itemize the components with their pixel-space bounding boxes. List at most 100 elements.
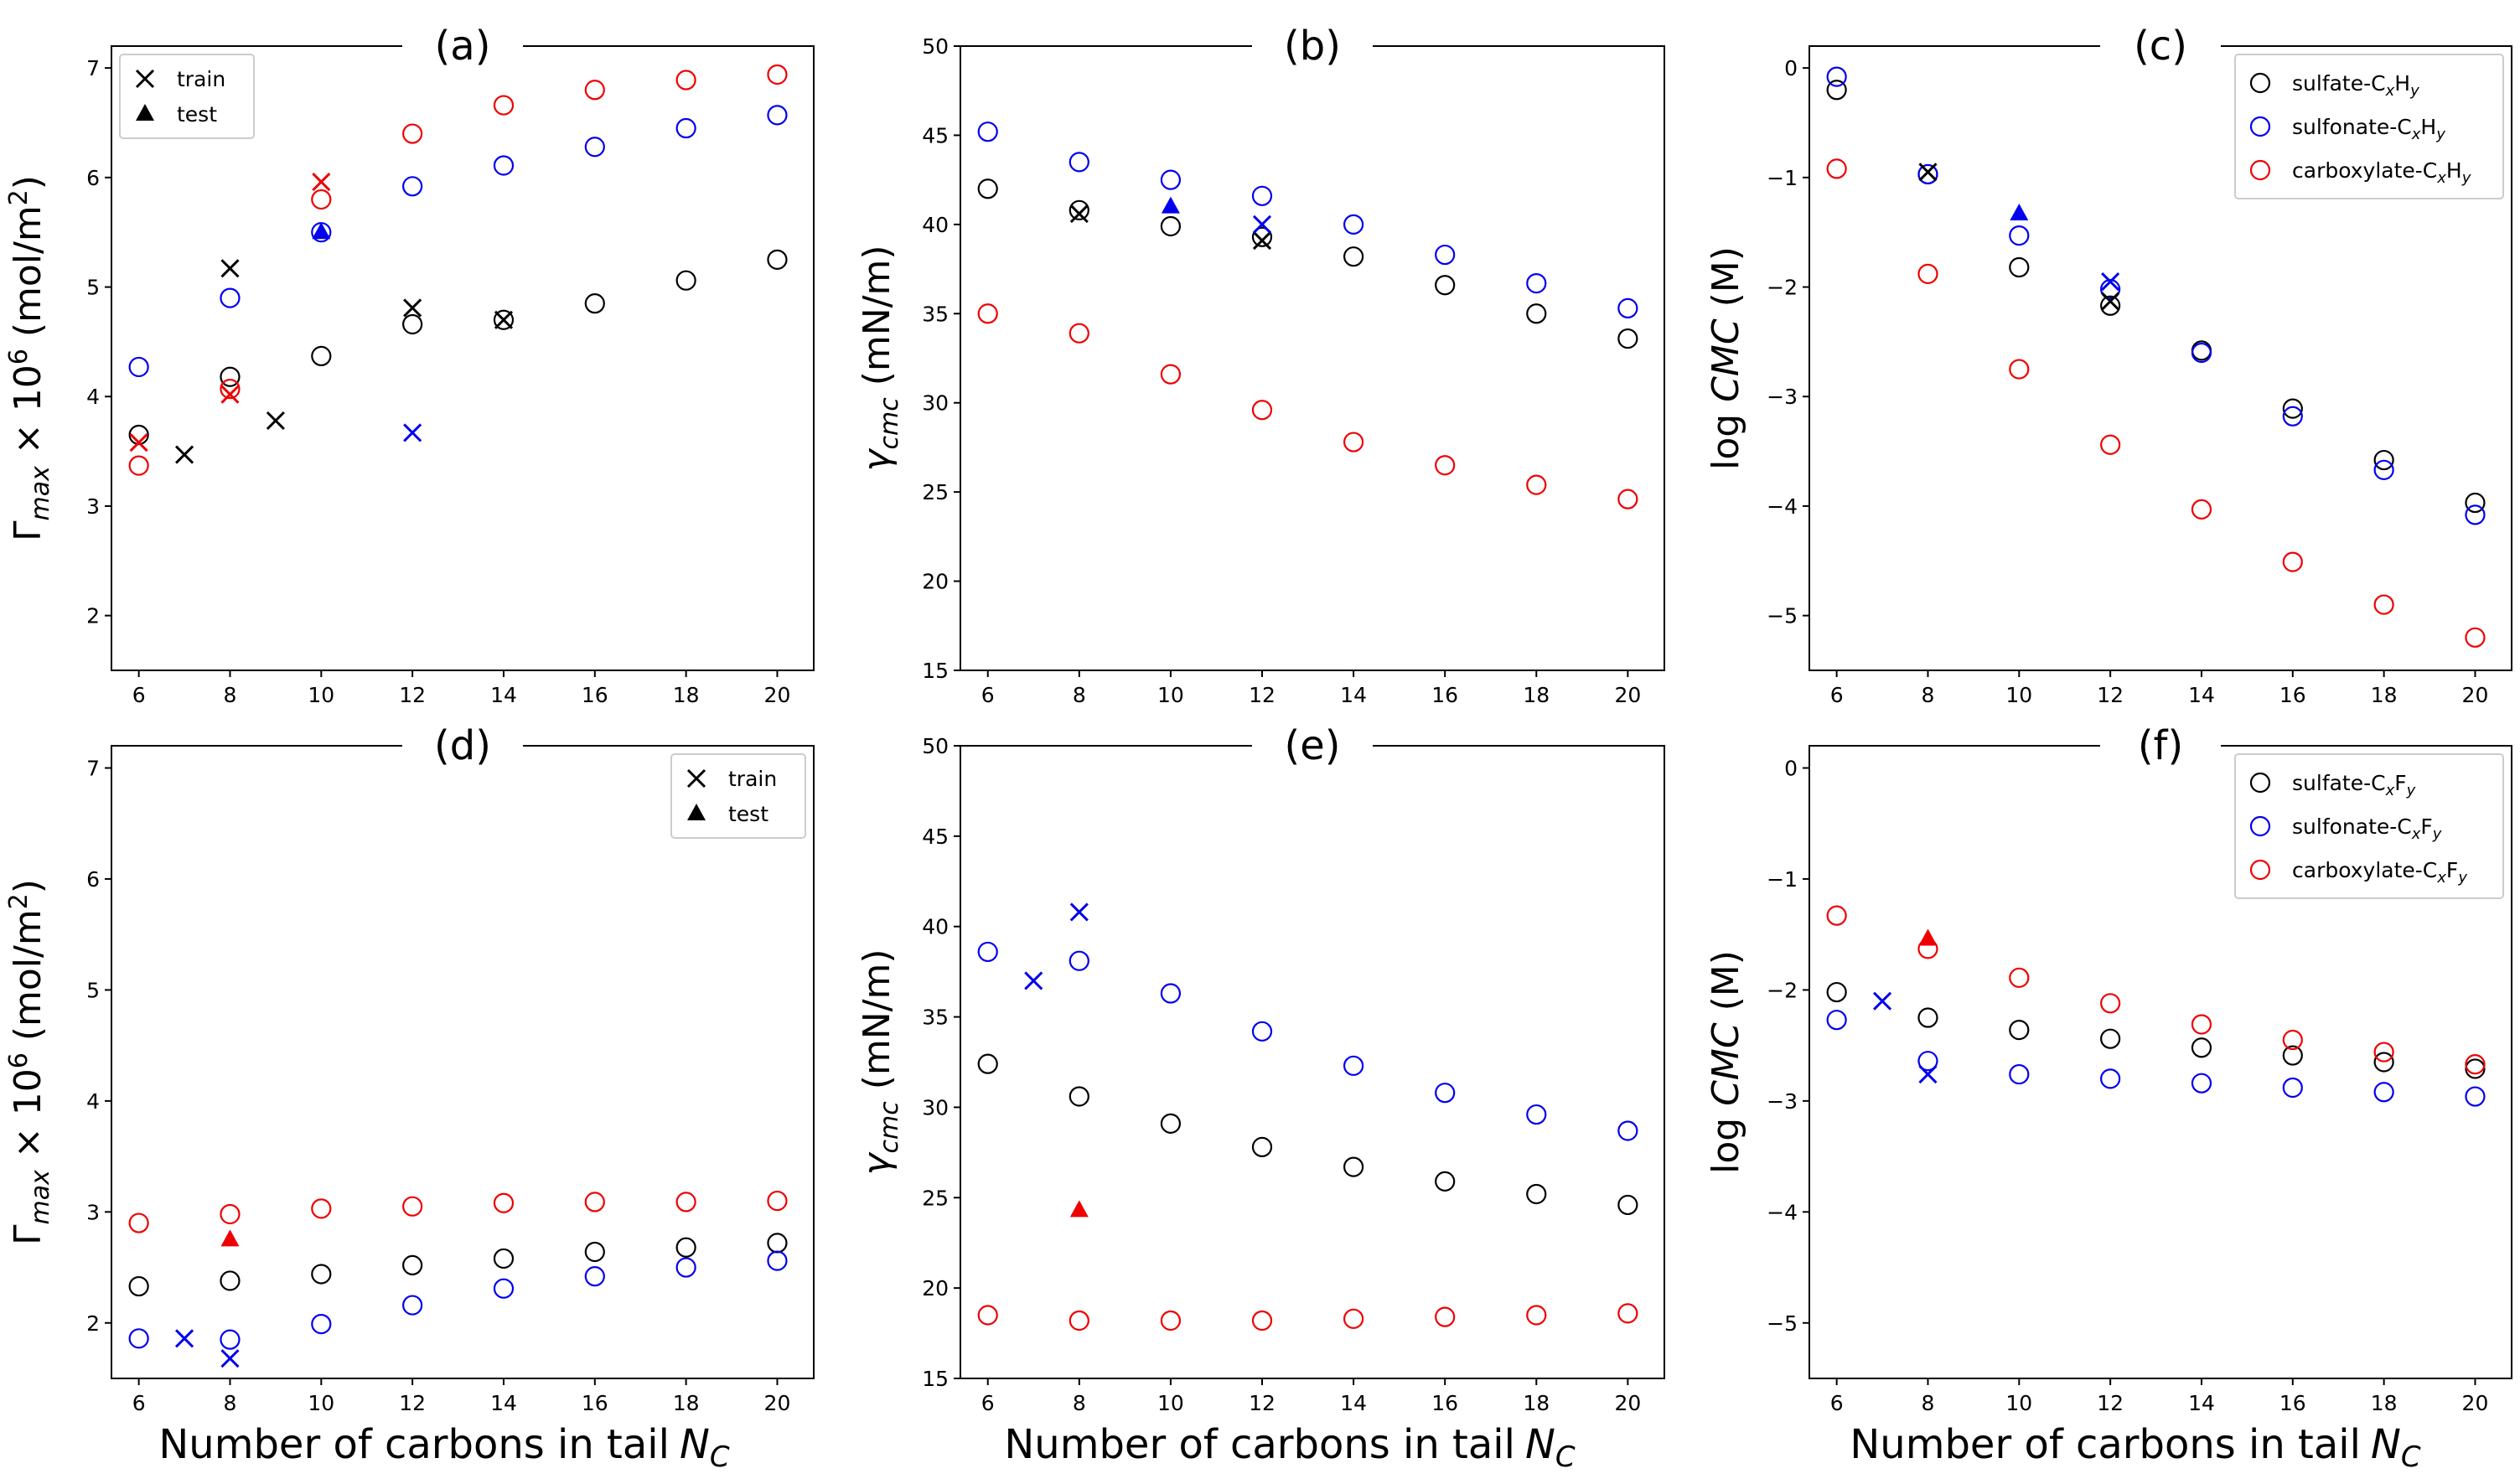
y-axis-label: Γmax × 106 (mol/m2): [4, 879, 55, 1245]
x-tick-label: 12: [2097, 683, 2124, 707]
data-point-circle: [2465, 504, 2486, 525]
y-tick-label: 6: [86, 166, 100, 190]
data-point-circle: [977, 941, 998, 963]
y-tick-label: −2: [1767, 978, 1798, 1002]
data-point-circle: [493, 1248, 515, 1269]
y-tick-label: −5: [1767, 1311, 1798, 1336]
data-point-circle: [675, 1257, 696, 1278]
x-axis-label-text: Number of carbons in tail: [158, 1421, 670, 1468]
data-point-circle: [311, 345, 332, 366]
x-tick-label: 6: [1830, 683, 1844, 707]
y-tick-label: −3: [1767, 1089, 1798, 1114]
legend-frame: [2234, 54, 2504, 199]
y-axis-label: γcmc (mN/m): [856, 245, 904, 471]
legend-label: carboxylate-CxHy: [2292, 158, 2471, 187]
data-point-circle: [1917, 263, 1938, 284]
panel-label: (d): [434, 722, 491, 769]
y-tick-label: −5: [1767, 604, 1798, 628]
legend-marker-circle: [2249, 116, 2271, 137]
data-point-circle: [220, 1270, 241, 1291]
series-sulfonate-triangle: [312, 222, 331, 240]
data-point-circle: [1069, 152, 1089, 173]
x-tick-label: 20: [764, 1391, 791, 1415]
x-tick-label: 14: [1340, 683, 1367, 707]
data-point-triangle: [220, 1229, 240, 1247]
data-point-circle: [1826, 905, 1847, 926]
y-tick-label: 15: [922, 1367, 949, 1391]
x-tick-label: 10: [2005, 1391, 2032, 1415]
series-sulfate-circle: [1826, 981, 2486, 1079]
data-point-circle: [977, 1305, 998, 1326]
x-tick-label: 8: [224, 683, 237, 707]
series-sulfate-circle: [128, 1233, 788, 1297]
data-point-circle: [2373, 1082, 2394, 1103]
y-tick-label: 35: [922, 302, 949, 326]
x-tick-label: 20: [2462, 1391, 2489, 1415]
series-sulfate-circle: [977, 1053, 1638, 1216]
x-tick-label: 18: [1523, 1391, 1550, 1415]
data-point-circle: [128, 356, 149, 378]
data-point-circle: [2373, 1042, 2394, 1063]
data-point-circle: [2100, 434, 2121, 455]
legend-label: train: [177, 67, 225, 91]
data-point-circle: [2191, 1073, 2212, 1094]
data-point-circle: [1069, 1086, 1089, 1107]
y-tick-label: 2: [86, 604, 100, 628]
data-point-circle: [584, 293, 605, 314]
data-point-circle: [1526, 1104, 1547, 1125]
legend: sulfate-CxHy sulfonate-CxHy carboxylate-Cx…: [2234, 54, 2504, 199]
data-point-circle: [311, 189, 332, 210]
x-tick-label: 14: [490, 683, 517, 707]
data-point-circle: [2100, 1028, 2121, 1049]
legend-label: sulfonate-CxFy: [2292, 814, 2442, 843]
series-sulfonate-circle: [128, 105, 788, 378]
data-point-circle: [1435, 1171, 1456, 1192]
data-point-circle: [402, 1196, 423, 1217]
data-point-circle: [767, 1190, 788, 1212]
data-point-x: [1252, 215, 1272, 234]
y-tick-label: 5: [86, 276, 100, 300]
data-point-circle: [493, 95, 515, 116]
legend-frame: [670, 753, 806, 839]
data-point-circle: [767, 64, 788, 85]
x-axis-label-bottom-middle: Number of carbons in tail NC: [1004, 1421, 1576, 1474]
legend-marker-circle: [2249, 72, 2271, 94]
y-tick-label: 4: [86, 385, 100, 409]
axes-frame: [960, 45, 1665, 671]
data-point-circle: [2191, 342, 2212, 364]
x-tick-label: 18: [2371, 683, 2398, 707]
y-tick-label: −4: [1767, 494, 1798, 519]
data-point-circle: [2009, 1019, 2030, 1041]
data-point-circle: [1343, 1156, 1364, 1177]
data-point-circle: [1069, 950, 1089, 971]
data-point-circle: [1917, 1051, 1938, 1072]
panel-label: (f): [2138, 722, 2183, 769]
y-tick-label: −1: [1767, 166, 1798, 190]
y-tick-label: 30: [922, 391, 949, 416]
data-point-circle: [1526, 1305, 1547, 1326]
x-axis-label-bottom-left: Number of carbons in tail NC: [158, 1421, 730, 1474]
x-tick-label: 8: [1073, 1391, 1086, 1415]
x-axis-label-symbol: N: [2371, 1421, 2401, 1468]
y-tick-label: 3: [86, 1200, 100, 1224]
data-point-x: [1069, 902, 1089, 922]
x-tick-label: 14: [2188, 683, 2215, 707]
data-point-circle: [767, 105, 788, 126]
series-sulfonate-x: [1024, 902, 1089, 990]
axes-frame: [960, 745, 1665, 1379]
y-axis-label: Γmax × 106 (mol/m2): [4, 175, 55, 541]
series-sulfonate-triangle: [2010, 203, 2029, 220]
data-point-circle: [2282, 398, 2303, 419]
series-carboxylate-triangle: [220, 1229, 240, 1247]
data-point-circle: [1160, 364, 1182, 385]
data-point-circle: [1343, 214, 1364, 235]
data-point-circle: [675, 1192, 696, 1213]
data-point-circle: [1160, 983, 1182, 1004]
x-tick-label: 16: [582, 1391, 608, 1415]
y-axis-label: log CMC (M): [1705, 246, 1747, 470]
data-point-circle: [1826, 981, 1847, 1003]
data-point-circle: [1526, 273, 1547, 294]
x-axis-label-subscript: C: [2401, 1440, 2421, 1474]
series-sulfonate-x: [1252, 215, 1272, 234]
data-point-circle: [220, 366, 241, 387]
